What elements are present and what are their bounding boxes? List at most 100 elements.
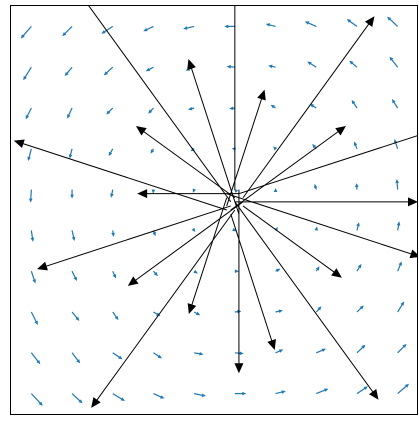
field-arrow xyxy=(29,190,33,203)
vector-arrow xyxy=(136,126,235,198)
field-arrow xyxy=(354,141,357,148)
arrow-head xyxy=(408,197,418,206)
field-arrow xyxy=(194,352,203,356)
arrow-head xyxy=(136,126,147,136)
field-arrow xyxy=(143,26,153,31)
field-arrow xyxy=(395,179,399,190)
field-arrow xyxy=(394,139,398,149)
field-arrow xyxy=(111,230,115,237)
arrow-head xyxy=(314,184,317,188)
arrow-head xyxy=(365,16,375,27)
field-arrow xyxy=(305,21,316,26)
arrow-head xyxy=(110,193,114,197)
field-arrow xyxy=(235,269,239,273)
arrow-head xyxy=(32,279,35,283)
field-arrow xyxy=(69,149,72,159)
arrow-shaft xyxy=(239,120,419,194)
vector-arrow xyxy=(187,59,239,214)
arrow-head xyxy=(281,390,285,394)
field-arrow xyxy=(106,108,113,115)
arrow-head xyxy=(240,351,244,355)
arrow-head xyxy=(91,397,101,408)
field-arrow xyxy=(357,386,368,393)
arrow-head xyxy=(355,183,359,187)
field-arrow xyxy=(70,190,74,199)
arrow-shaft xyxy=(141,129,235,197)
field-arrow xyxy=(31,394,42,406)
arrow-shaft xyxy=(43,206,231,267)
arrow-head xyxy=(273,146,277,150)
field-arrow xyxy=(109,149,113,156)
field-arrow xyxy=(72,312,79,321)
arrow-head xyxy=(199,352,203,356)
field-arrow xyxy=(31,312,38,325)
field-arrow xyxy=(72,394,83,404)
field-arrow xyxy=(390,57,398,68)
field-arrow xyxy=(229,106,235,110)
field-arrow xyxy=(113,353,123,360)
field-arrow xyxy=(192,228,196,232)
field-arrow xyxy=(194,312,200,315)
field-arrow xyxy=(188,107,194,110)
arrow-shaft xyxy=(24,67,31,78)
arrow-head xyxy=(183,26,187,30)
arrow-head xyxy=(152,232,155,236)
field-arrow xyxy=(26,108,32,119)
field-arrow xyxy=(398,384,409,394)
field-arrow xyxy=(227,65,235,69)
field-arrow xyxy=(357,305,364,312)
field-arrow xyxy=(31,271,36,283)
vector-arrow xyxy=(75,0,230,202)
field-arrow xyxy=(194,393,206,397)
vector-arrow xyxy=(234,190,243,374)
field-arrow xyxy=(276,349,284,352)
arrow-head xyxy=(257,90,266,101)
vector-arrow xyxy=(231,214,276,350)
arrow-head xyxy=(27,157,30,161)
field-arrow xyxy=(152,190,156,194)
arrow-shaft xyxy=(227,95,263,206)
arrow-shaft xyxy=(31,394,41,404)
arrow-head xyxy=(111,233,115,237)
arrow-head xyxy=(187,59,196,70)
field-arrow xyxy=(27,149,31,161)
arrow-shaft xyxy=(64,26,72,34)
field-arrow xyxy=(146,67,154,71)
arrow-head xyxy=(72,237,76,241)
vector-arrow xyxy=(188,198,227,314)
field-arrow xyxy=(352,100,357,108)
arrow-shaft xyxy=(227,194,415,255)
field-arrow xyxy=(398,344,407,353)
arrow-shaft xyxy=(31,190,32,201)
arrow-head xyxy=(354,141,357,145)
field-arrow xyxy=(266,23,276,26)
field-arrow xyxy=(72,230,76,241)
arrow-shaft xyxy=(243,206,337,274)
field-arrow xyxy=(274,188,278,192)
field-arrow xyxy=(151,149,155,154)
field-arrow xyxy=(224,25,235,29)
arrow-shaft xyxy=(95,210,235,403)
field-arrow xyxy=(356,222,359,230)
field-arrow xyxy=(153,353,162,359)
arrow-head xyxy=(397,221,401,225)
arrow-head xyxy=(279,309,283,313)
arrow-shaft xyxy=(79,0,231,202)
arrow-head xyxy=(193,188,196,192)
field-arrow xyxy=(276,309,283,313)
field-arrow xyxy=(268,65,275,69)
arrow-head xyxy=(242,392,246,396)
field-arrow xyxy=(357,264,361,271)
arrow-head xyxy=(331,268,342,278)
vector-arrow xyxy=(243,206,342,278)
arrow-shaft xyxy=(316,390,326,394)
field-arrow xyxy=(349,61,357,68)
arrow-head xyxy=(267,339,276,350)
field-arrow xyxy=(101,26,112,33)
arrow-shaft xyxy=(31,312,36,323)
arrow-head xyxy=(315,226,319,230)
arrow-shaft xyxy=(133,202,243,283)
vector-arrow xyxy=(227,194,419,258)
field-arrow xyxy=(153,394,164,399)
